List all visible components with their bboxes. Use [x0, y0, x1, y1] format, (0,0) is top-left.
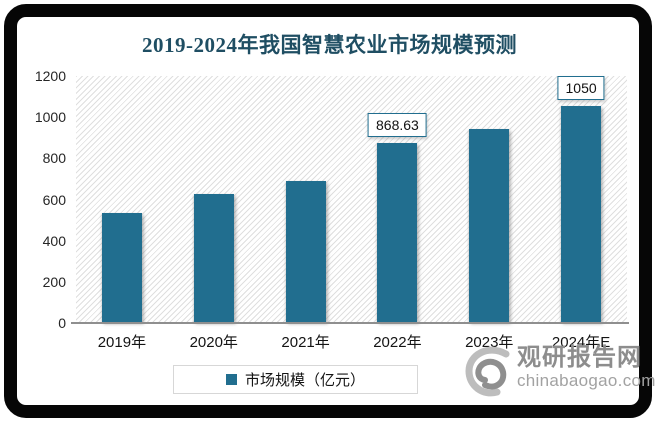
x-axis-label: 2020年 — [189, 334, 238, 351]
legend-marker-square — [225, 374, 237, 385]
y-axis-tick: 400 — [42, 232, 66, 249]
swirl-logo-icon — [465, 346, 510, 397]
y-axis-tick: 800 — [42, 150, 66, 167]
card-border — [4, 4, 652, 418]
bar-2020年 — [193, 194, 234, 322]
watermark-text: 观研报告网 chinabaogao.com — [517, 344, 656, 391]
y-axis-tick: 600 — [42, 191, 66, 208]
x-axis-label: 2023年 — [465, 334, 514, 351]
data-label-2022年: 868.63 — [367, 113, 427, 138]
bar-2023年 — [469, 128, 510, 322]
data-label-2024年E: 1050 — [557, 75, 605, 100]
bar-2022年 — [377, 143, 418, 322]
x-axis-label: 2024年E — [551, 334, 611, 351]
y-axis-tick: 1200 — [34, 68, 66, 84]
plot-area — [76, 76, 627, 323]
legend: 市场规模（亿元） — [173, 365, 418, 394]
chart-title: 2019-2024年我国智慧农业市场规模预测 — [142, 33, 517, 57]
y-axis-tick: 0 — [58, 315, 66, 331]
y-axis-tick: 200 — [42, 273, 66, 290]
watermark-brand: 观研报告网 — [517, 344, 642, 371]
y-axis-tick: 1000 — [34, 109, 66, 126]
x-axis-line — [71, 322, 629, 324]
x-axis-label: 2022年 — [373, 334, 422, 351]
watermark: 观研报告网 chinabaogao.com — [464, 345, 656, 399]
bar-2019年 — [101, 212, 142, 322]
watermark-domain: chinabaogao.com — [517, 371, 656, 390]
x-axis-label: 2019年 — [97, 334, 147, 351]
bar-2021年 — [285, 181, 326, 322]
legend-label: 市场规模（亿元） — [244, 372, 365, 389]
bar-2024年E — [561, 105, 602, 322]
x-axis-label: 2021年 — [281, 334, 330, 351]
